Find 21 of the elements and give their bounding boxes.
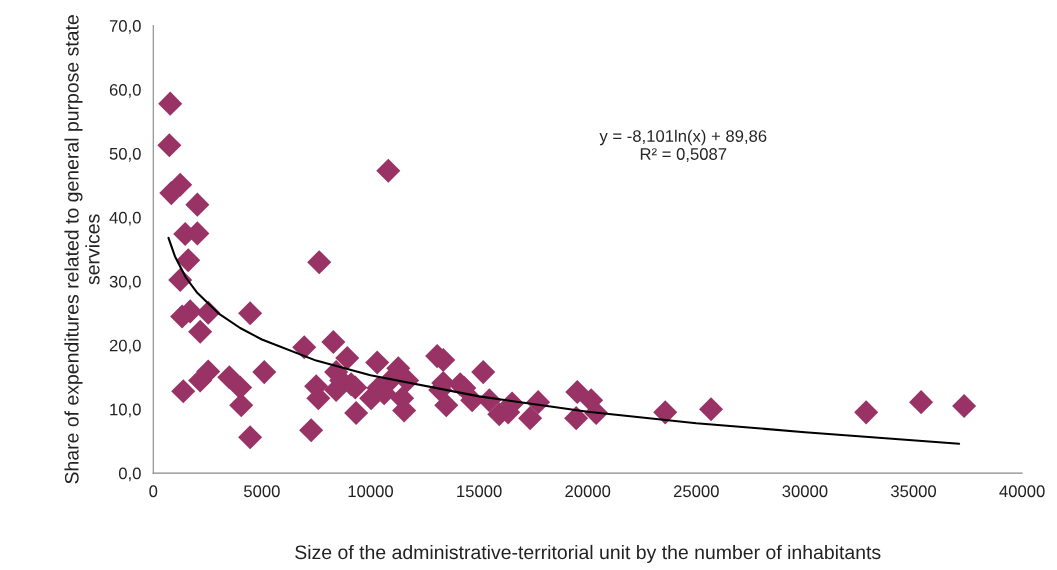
y-axis-title: Share of expenditures related to general purpose state services <box>64 15 100 484</box>
line-series <box>167 236 961 445</box>
x-tick-label: 10000 <box>348 485 393 498</box>
annotation: y = -8,101ln(x) + 89,86 R² = 0,5087 <box>599 129 767 162</box>
x-tick-label: 15000 <box>457 485 502 498</box>
y-tick-label: 0,0 <box>118 467 141 482</box>
x-tick-label: 5000 <box>244 485 280 498</box>
y-tick-label: 30,0 <box>109 275 141 290</box>
y-tick-label: 70,0 <box>109 20 141 34</box>
x-axis-title: Size of the administrative-territorial unit by the number of inhabitants <box>295 544 881 564</box>
x-tick-label: 25000 <box>673 485 719 498</box>
x-tick-label: 35000 <box>890 485 937 498</box>
y-tick-label: 10,0 <box>110 403 141 418</box>
y-tick-label: 20,0 <box>109 339 141 354</box>
x-tick-label: 0 <box>149 485 158 498</box>
y-tick-label: 50,0 <box>109 147 141 162</box>
x-tick-label: 40000 <box>999 485 1045 498</box>
x-tick-label: 30000 <box>782 485 828 498</box>
y-tick-label: 40,0 <box>109 211 141 226</box>
y-tick-label: 60,0 <box>109 83 141 98</box>
x-tick-label: 20000 <box>565 485 611 498</box>
